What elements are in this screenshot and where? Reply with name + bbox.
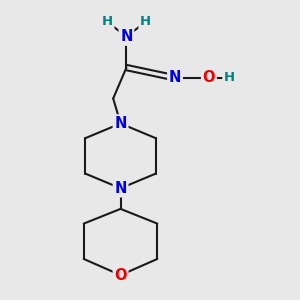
Text: H: H [102,15,113,28]
Text: O: O [114,268,127,283]
Text: N: N [169,70,181,86]
Text: O: O [202,70,215,86]
Text: H: H [140,15,151,28]
Text: N: N [120,29,133,44]
Text: H: H [224,71,235,84]
Text: N: N [114,116,127,131]
Text: N: N [114,181,127,196]
